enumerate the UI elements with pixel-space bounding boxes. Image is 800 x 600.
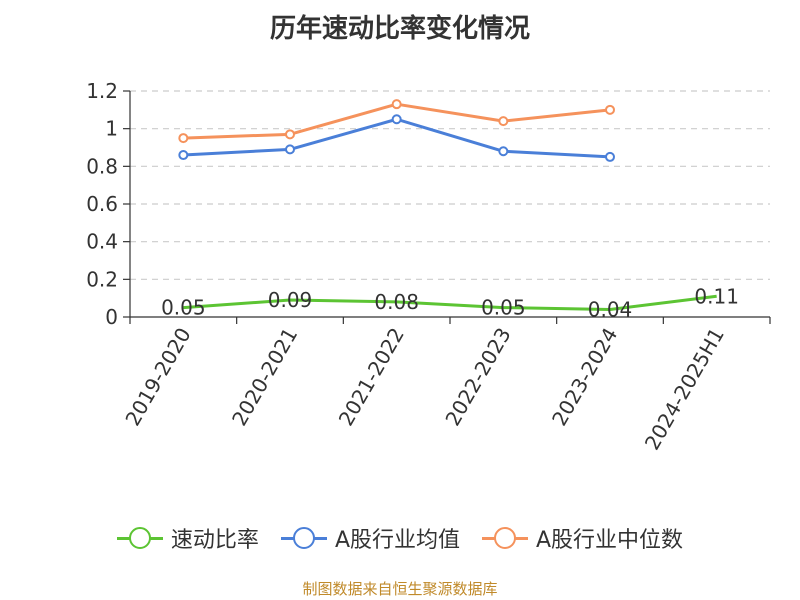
- series-point: [285, 129, 295, 140]
- y-tick-label: 0: [105, 305, 118, 329]
- series-point: [178, 150, 189, 161]
- x-tick-label: 2021-2022: [334, 323, 409, 429]
- legend-circle: [494, 527, 516, 549]
- series-line: [183, 294, 717, 311]
- legend-marker-icon: [116, 527, 163, 549]
- x-tick-label: 2024-2025H1: [640, 324, 729, 454]
- source-note: 制图数据来自恒生聚源数据库: [302, 580, 498, 598]
- x-tick-label: 2020-2021: [227, 324, 302, 430]
- legend-item[interactable]: 速动比率: [116, 522, 259, 554]
- x-tick-label: 2023-2024: [547, 324, 622, 430]
- y-tick-label: 1.2: [86, 79, 118, 103]
- series-point: [498, 116, 509, 127]
- x-tick-label: 2019-2020: [120, 324, 195, 430]
- data-label: 0.11: [694, 284, 739, 308]
- legend: 速动比率 A股行业均值 A股行业中位数: [0, 518, 800, 558]
- series-point: [391, 114, 402, 125]
- y-tick-label: 0.6: [86, 192, 118, 216]
- y-tick-label: 1: [105, 117, 118, 141]
- legend-label: 速动比率: [170, 528, 259, 553]
- y-tick-label: 0.4: [86, 230, 118, 254]
- series-point: [498, 146, 509, 157]
- data-label: 0.05: [481, 296, 526, 320]
- legend-marker-icon: [482, 527, 528, 549]
- y-tick-label: 0.2: [86, 267, 118, 291]
- data-label: 0.08: [374, 290, 419, 314]
- series-point: [391, 99, 402, 110]
- chart-title: 历年速动比率变化情况: [269, 14, 530, 44]
- legend-item[interactable]: A股行业均值: [280, 522, 460, 554]
- legend-label: A股行业中位数: [536, 528, 684, 553]
- data-label: 0.04: [588, 297, 633, 321]
- series-point: [605, 151, 615, 162]
- series-point: [285, 144, 295, 155]
- series-line: [183, 117, 611, 159]
- y-tick-label: 0.8: [86, 154, 118, 178]
- data-label: 0.05: [161, 296, 206, 320]
- series-point: [605, 104, 615, 115]
- x-tick-label: 2022-2023: [440, 324, 515, 430]
- legend-marker-icon: [280, 527, 327, 549]
- data-label: 0.09: [268, 288, 313, 312]
- legend-item[interactable]: A股行业中位数: [482, 522, 683, 554]
- legend-circle: [128, 527, 151, 549]
- legend-label: A股行业均值: [334, 528, 460, 553]
- legend-circle: [292, 527, 315, 549]
- series-point: [178, 133, 189, 144]
